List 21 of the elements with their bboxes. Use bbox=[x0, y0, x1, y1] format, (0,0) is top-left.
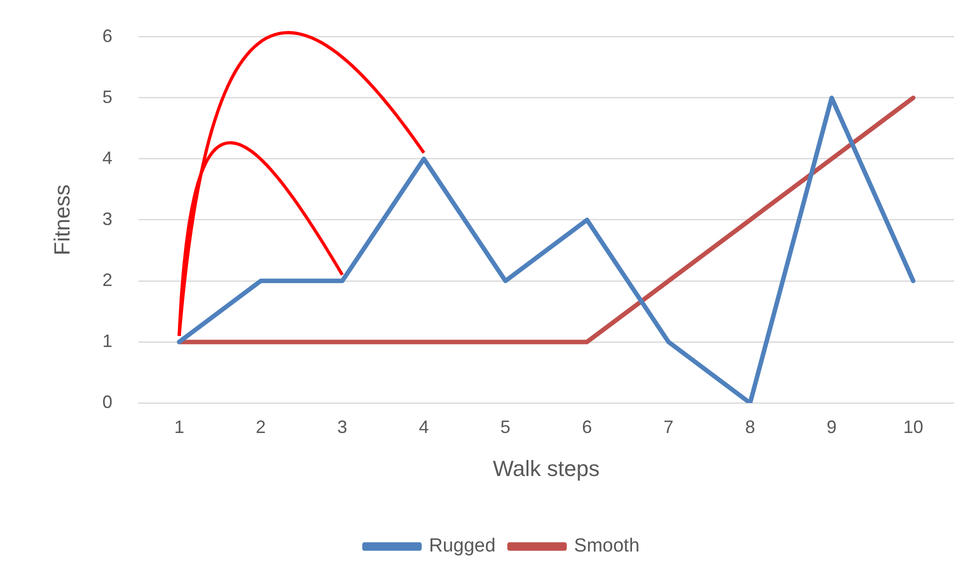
y-tick-label: 3 bbox=[102, 208, 112, 229]
x-tick-label: 3 bbox=[337, 416, 348, 437]
y-tick-label: 4 bbox=[102, 148, 112, 168]
y-tick-label: 5 bbox=[102, 86, 112, 107]
y-tick-label: 1 bbox=[102, 330, 112, 351]
y-axis-title: Fitness bbox=[49, 184, 74, 256]
y-tick-label: 2 bbox=[102, 270, 112, 290]
x-tick-label: 4 bbox=[418, 416, 429, 437]
x-tick-label: 6 bbox=[582, 416, 592, 437]
legend-label: Smooth bbox=[574, 536, 640, 557]
x-axis-title: Walk steps bbox=[492, 456, 600, 481]
legend-label: Rugged bbox=[428, 536, 496, 557]
y-tick-label: 6 bbox=[102, 26, 112, 46]
x-tick-label: 1 bbox=[174, 416, 184, 437]
x-tick-label: 9 bbox=[826, 416, 837, 437]
x-tick-label: 2 bbox=[256, 416, 266, 437]
x-tick-label: 10 bbox=[903, 416, 924, 437]
y-tick-label: 0 bbox=[102, 392, 112, 412]
x-tick-label: 7 bbox=[664, 416, 674, 437]
x-tick-label: 8 bbox=[745, 416, 756, 437]
x-tick-label: 5 bbox=[500, 416, 510, 437]
